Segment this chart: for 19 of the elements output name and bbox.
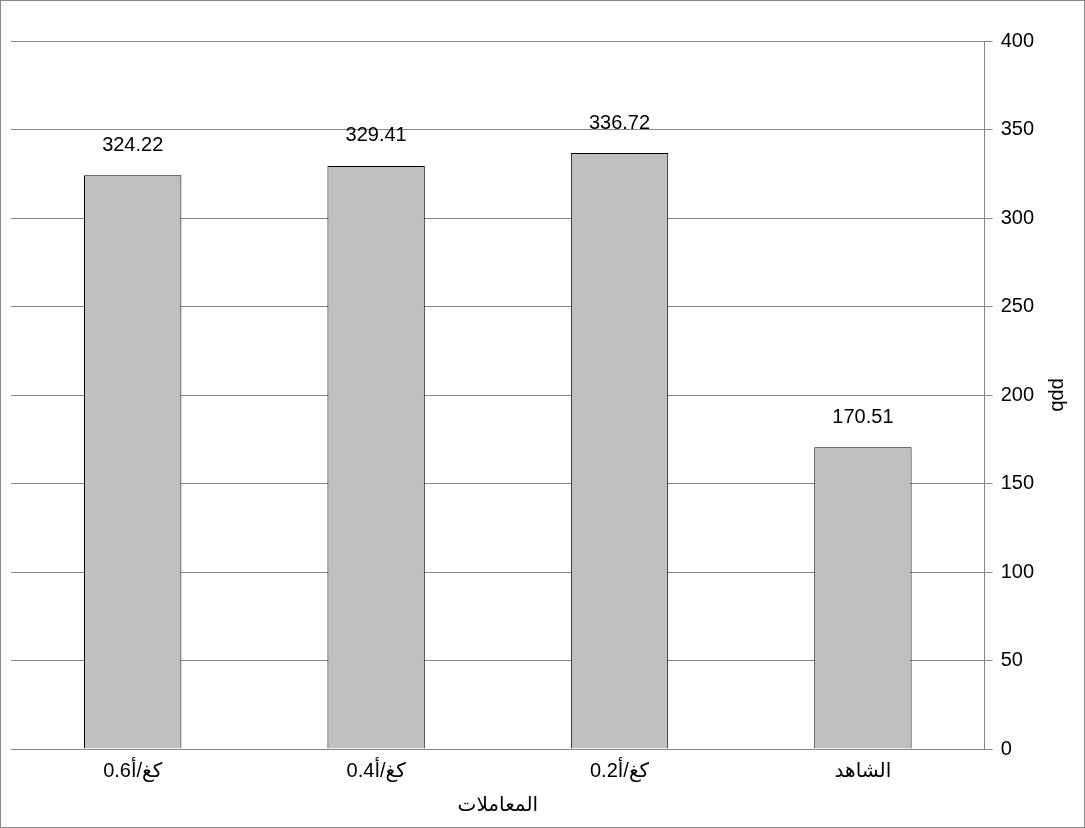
y-tick-label: 300 [1000,205,1035,228]
y-tick-label: 150 [1000,471,1035,494]
data-label: 329.41 [345,123,407,146]
y-tick-label: 250 [1000,294,1035,317]
y-tick-label: 400 [1000,28,1035,51]
data-label: 170.51 [832,404,894,427]
x-tick-label: 0.4كغ/أ [346,756,407,782]
data-label: 336.72 [588,110,651,133]
data-label: 324.22 [102,132,164,155]
x-axis-title: المعاملات [457,792,539,815]
y-tick-label: 200 [1000,382,1035,405]
y-tick-label: 0 [1000,736,1012,759]
x-tick-label: 0.2كغ/أ [589,756,650,782]
y-tick-label: 50 [1000,648,1023,671]
y-tick-label: 100 [1000,559,1035,582]
y-axis-title: ppb [1048,378,1071,412]
x-tick-label: 0.6كغ/أ [103,756,163,782]
y-tick-label: 350 [1000,117,1035,140]
x-tick-label: الشاهد [834,758,892,781]
